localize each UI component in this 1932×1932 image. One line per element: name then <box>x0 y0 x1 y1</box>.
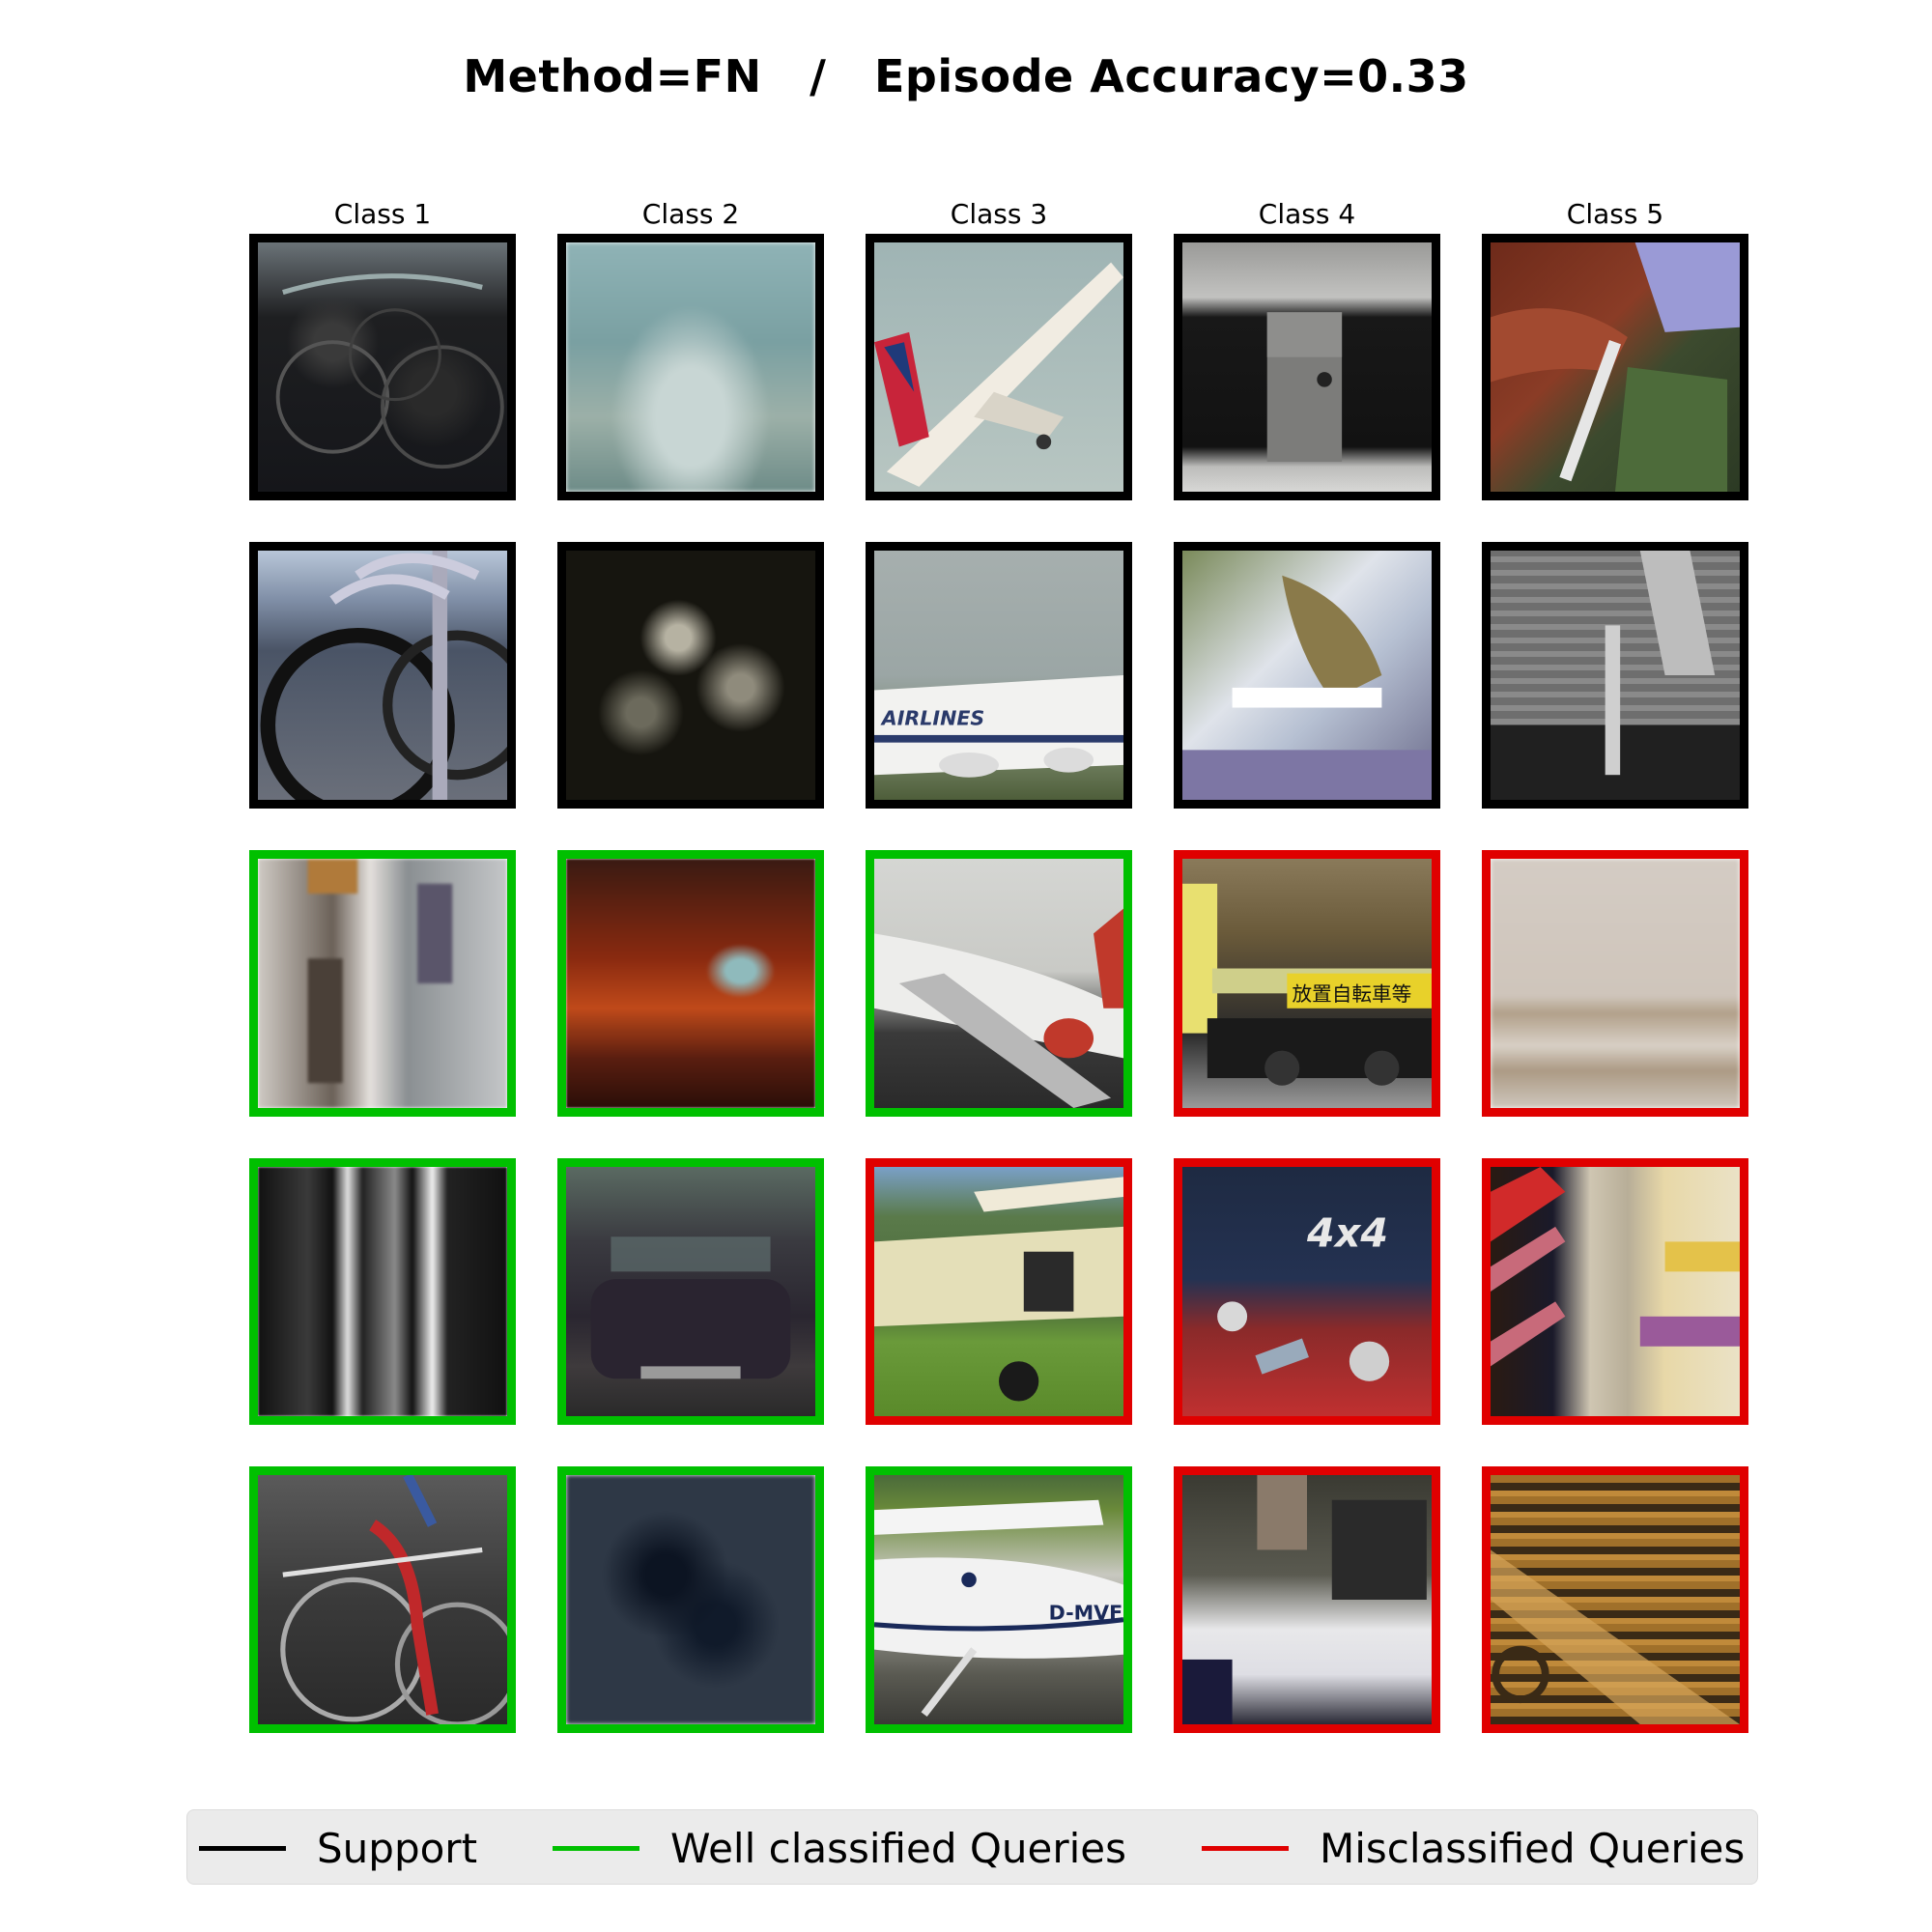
legend-item-well: Well classified Queries <box>553 1810 1126 1886</box>
legend-item-support: Support <box>199 1810 477 1886</box>
four-by-four-text: 4x4 <box>1306 1210 1388 1257</box>
blurred-bicycle-image <box>258 859 507 1108</box>
image-tile-well-classified <box>866 850 1132 1117</box>
title-separator: / <box>810 50 827 102</box>
image-tile-misclassified <box>1482 1466 1748 1733</box>
well-line-swatch <box>553 1845 639 1851</box>
image-tile-misclassified <box>866 1158 1132 1425</box>
image-tile-support <box>1174 542 1440 809</box>
image-tile-well-classified <box>557 850 824 1117</box>
image-tile-well-classified <box>557 1466 824 1733</box>
image-tile-well-classified <box>249 1466 516 1733</box>
dark-blue-blur-image <box>566 1475 815 1724</box>
truck-sign-text: 放置自転車等 <box>1293 982 1412 1006</box>
column-label-class-2: Class 2 <box>641 198 740 230</box>
airlines-text: AIRLINES <box>880 707 985 730</box>
airplane-image <box>874 242 1123 492</box>
column-label-class-5: Class 5 <box>1566 198 1664 230</box>
people-image <box>1491 1167 1740 1416</box>
image-tile-misclassified: 放置自転車等 <box>1174 850 1440 1117</box>
title-method: Method=FN <box>463 50 762 102</box>
legend-label-well: Well classified Queries <box>670 1824 1127 1872</box>
image-tile-well-classified <box>249 850 516 1117</box>
legend-label-mis: Misclassified Queries <box>1320 1824 1746 1872</box>
image-tile-support <box>1482 542 1748 809</box>
person-on-bench-image <box>1491 242 1740 492</box>
motorcycle-image <box>1182 551 1432 800</box>
four-by-four-vehicle-image: 4x4 <box>1182 1167 1432 1416</box>
registration-text: D-MVFF <box>1049 1602 1123 1625</box>
white-plane-image: D-MVFF <box>874 1475 1123 1724</box>
column-label-class-3: Class 3 <box>950 198 1048 230</box>
column-label-class-4: Class 4 <box>1258 198 1356 230</box>
legend-label-support: Support <box>317 1824 478 1872</box>
image-tile-support <box>1174 234 1440 500</box>
legend-item-mis: Misclassified Queries <box>1202 1810 1745 1886</box>
dark-car-image <box>566 1167 815 1416</box>
car-closeup-image <box>1182 1475 1432 1724</box>
image-tile-well-classified <box>249 1158 516 1425</box>
image-tile-support <box>1482 234 1748 500</box>
image-tile-support <box>249 234 516 500</box>
image-tile-support: AIRLINES <box>866 542 1132 809</box>
image-tile-misclassified <box>1482 850 1748 1117</box>
wooden-bench-image <box>1491 551 1740 800</box>
image-tile-misclassified <box>1482 1158 1748 1425</box>
image-tile-well-classified <box>557 1158 824 1425</box>
dark-blur-image <box>566 551 815 800</box>
image-tile-support <box>866 234 1132 500</box>
image-tile-well-classified: D-MVFF <box>866 1466 1132 1733</box>
red-bicycle-image <box>258 1475 507 1724</box>
bike-rack-image <box>258 551 507 800</box>
support-line-swatch <box>199 1845 286 1851</box>
airliner-image: AIRLINES <box>874 551 1123 800</box>
bicycles-image <box>258 242 507 492</box>
beige-blur-image <box>1491 859 1740 1108</box>
airplane-stairs-image <box>874 859 1123 1108</box>
image-tile-misclassified <box>1174 1466 1440 1733</box>
image-tile-support <box>249 542 516 809</box>
figure-title: Method=FN / Episode Accuracy=0.33 <box>0 50 1932 102</box>
grey-structure-image <box>1182 242 1432 492</box>
wooden-slats-image <box>1491 1475 1740 1724</box>
legend: Support Well classified Queries Misclass… <box>186 1809 1758 1885</box>
small-plane-image <box>874 1167 1123 1416</box>
red-car-blur-image <box>566 859 815 1108</box>
image-tile-misclassified: 4x4 <box>1174 1158 1440 1425</box>
truck-image: 放置自転車等 <box>1182 859 1432 1108</box>
image-tile-support <box>557 542 824 809</box>
title-accuracy: Episode Accuracy=0.33 <box>873 50 1469 102</box>
mis-line-swatch <box>1202 1845 1289 1851</box>
column-label-class-1: Class 1 <box>333 198 432 230</box>
dark-bike-image <box>258 1167 507 1416</box>
blurred-car-image <box>566 242 815 492</box>
image-tile-support <box>557 234 824 500</box>
